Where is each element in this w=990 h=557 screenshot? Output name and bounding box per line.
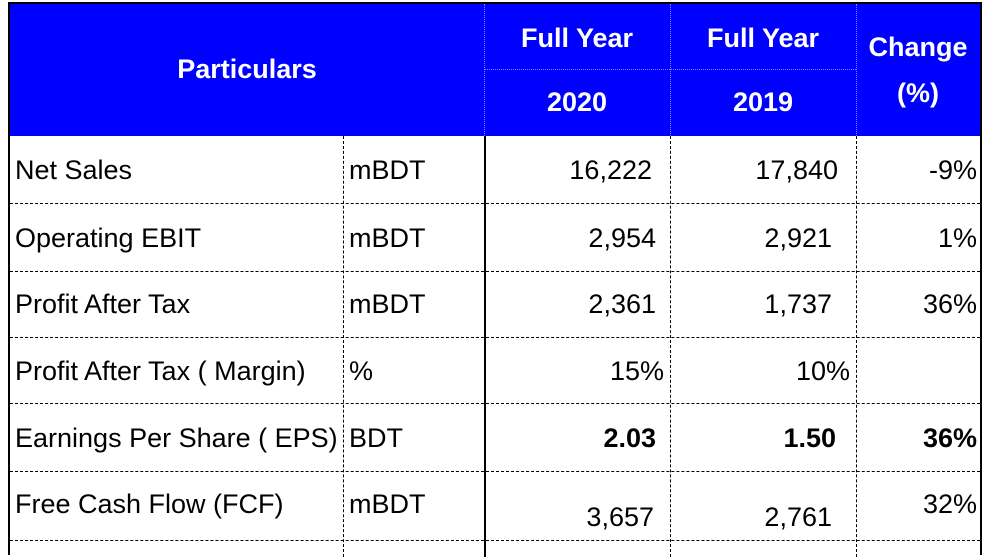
row-divider (10, 540, 980, 541)
row-divider (10, 403, 980, 404)
row-value-2019: 17,840 (755, 155, 838, 185)
header-divider (670, 4, 671, 136)
row-label: Operating EBIT (15, 223, 202, 253)
row-change: 36% (922, 289, 977, 319)
header-change: Change (868, 32, 968, 62)
row-unit: % (349, 356, 374, 386)
row-value-2019: 2,921 (764, 223, 832, 253)
row-value-2019: 10% (795, 356, 850, 386)
header-year-2019: 2019 (732, 87, 794, 117)
row-value-2019: 1,737 (764, 289, 832, 319)
column-divider (670, 136, 671, 557)
row-value-2019: 2,761 (764, 502, 832, 532)
row-unit: mBDT (349, 155, 426, 185)
row-divider (10, 271, 980, 272)
row-value-2020: 2.03 (603, 423, 656, 453)
table-frame (8, 2, 982, 555)
table-header (10, 4, 980, 136)
row-label: Net Sales (15, 155, 133, 185)
row-unit: mBDT (349, 223, 426, 253)
column-divider (343, 136, 344, 557)
header-particulars: Particulars (177, 54, 317, 84)
column-divider (484, 136, 486, 557)
header-year-2020: 2020 (546, 87, 608, 117)
row-value-2020: 2,361 (588, 289, 656, 319)
row-change: 36% (922, 423, 977, 453)
row-value-2020: 16,222 (569, 155, 652, 185)
row-unit: mBDT (349, 489, 426, 519)
row-label: Earnings Per Share ( EPS) (15, 423, 338, 453)
header-full-year-2020: Full Year (520, 23, 634, 53)
row-change: -9% (928, 155, 977, 185)
row-label: Profit After Tax (15, 289, 191, 319)
row-divider (10, 337, 980, 338)
row-value-2020: 15% (609, 356, 664, 386)
header-divider (484, 69, 856, 70)
row-value-2019: 1.50 (783, 423, 836, 453)
row-divider (10, 471, 980, 472)
row-value-2020: 3,657 (586, 502, 654, 532)
column-divider (856, 136, 857, 557)
row-change: 1% (937, 223, 977, 253)
header-divider (856, 4, 857, 136)
header-change-percent: (%) (897, 78, 939, 108)
header-full-year-2019: Full Year (706, 23, 820, 53)
row-value-2020: 2,954 (588, 223, 656, 253)
row-divider (10, 203, 980, 204)
row-unit: mBDT (349, 289, 426, 319)
header-divider (484, 4, 485, 136)
row-unit: BDT (349, 423, 403, 453)
row-label: Profit After Tax ( Margin) (15, 356, 306, 386)
row-change: 32% (922, 489, 977, 519)
row-label: Free Cash Flow (FCF) (15, 489, 284, 519)
